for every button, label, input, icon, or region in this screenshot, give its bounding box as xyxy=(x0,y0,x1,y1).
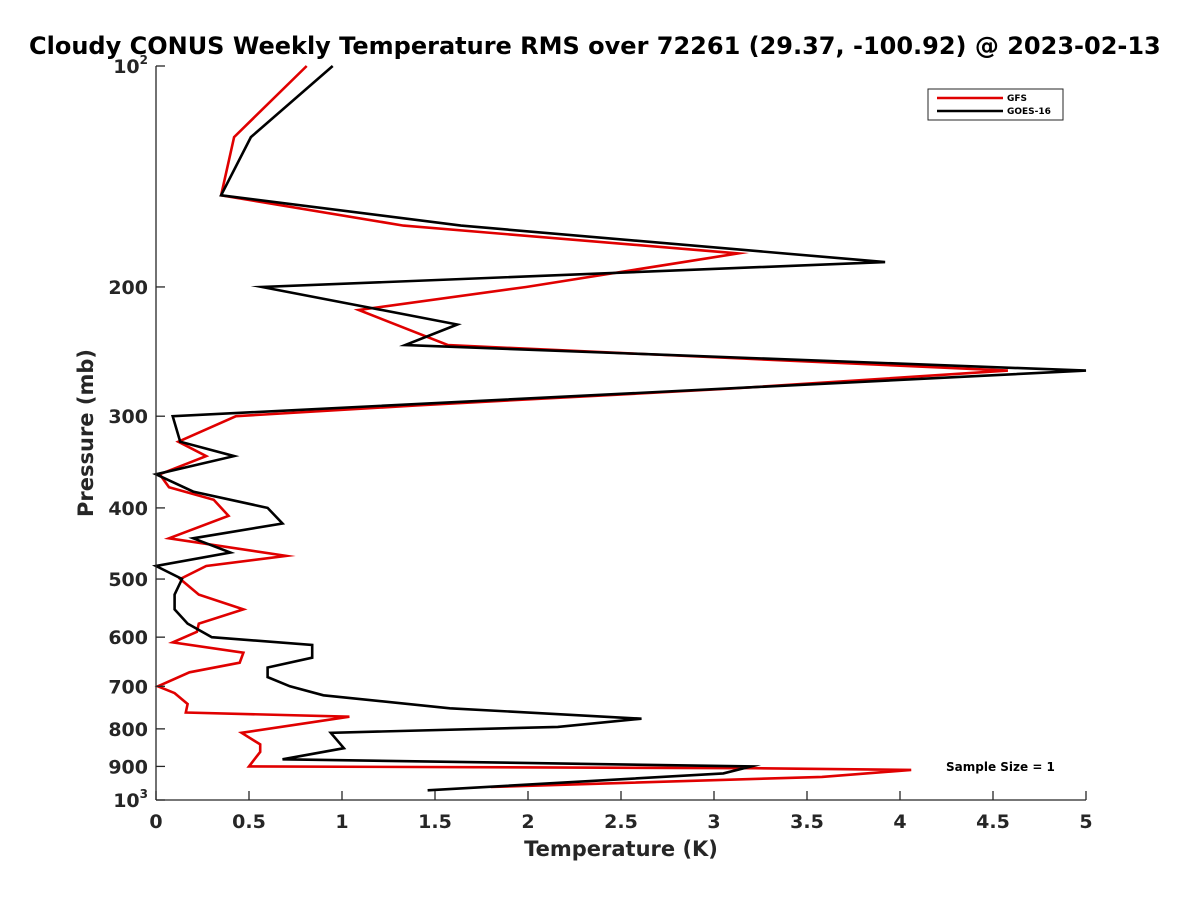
series-line-goes16 xyxy=(151,65,1087,792)
x-tick-label: 5 xyxy=(1079,811,1092,833)
x-tick-label: 3 xyxy=(707,811,720,833)
y-tick-label: 400 xyxy=(108,498,148,520)
y-tick-label: 300 xyxy=(108,406,148,428)
y-ticks: 200 300 400 500 600 700 800 900 102 103 xyxy=(108,53,165,812)
x-axis-label: Temperature (K) xyxy=(524,837,718,861)
y-tick-label: 600 xyxy=(108,627,148,649)
series-layer xyxy=(151,65,1087,792)
x-tick-label: 2 xyxy=(521,811,534,833)
y-tick-label: 500 xyxy=(108,569,148,591)
y-axis-label: Pressure (mb) xyxy=(74,349,98,517)
x-tick-label: 0 xyxy=(149,811,162,833)
y-tick-label: 800 xyxy=(108,719,148,741)
legend-box xyxy=(927,88,1064,121)
legend-label-goes16: GOES-16 xyxy=(1007,107,1051,117)
y-tick-label-power: 102 xyxy=(113,53,148,78)
y-tick-label: 900 xyxy=(108,756,148,778)
x-tick-label: 3.5 xyxy=(790,811,824,833)
x-tick-label: 1.5 xyxy=(418,811,452,833)
x-tick-label: 1 xyxy=(335,811,348,833)
legend: GFS GOES-16 xyxy=(927,88,1064,121)
chart-title: Cloudy CONUS Weekly Temperature RMS over… xyxy=(29,32,1161,60)
x-tick-label: 4.5 xyxy=(976,811,1010,833)
x-tick-label: 2.5 xyxy=(604,811,638,833)
x-tick-label: 0.5 xyxy=(232,811,266,833)
y-tick-label: 200 xyxy=(108,277,148,299)
y-tick-label-power: 103 xyxy=(113,787,148,812)
y-tick-label: 700 xyxy=(108,676,148,698)
legend-label-gfs: GFS xyxy=(1007,94,1027,104)
sample-size-annotation: Sample Size = 1 xyxy=(946,760,1055,774)
x-tick-label: 4 xyxy=(893,811,906,833)
x-ticks: 0 0.5 1 1.5 2 2.5 3 3.5 4 4.5 5 xyxy=(149,791,1093,833)
